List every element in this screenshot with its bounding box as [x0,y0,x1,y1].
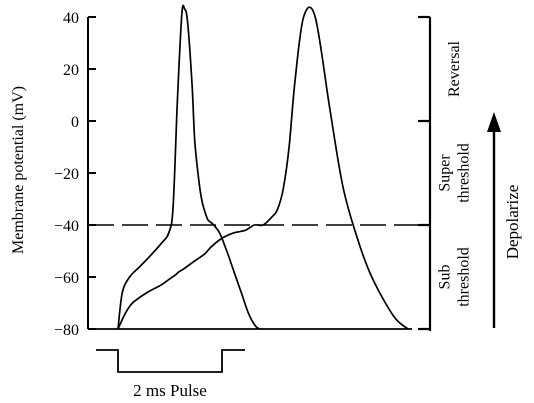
y-tick-label: 40 [63,10,79,27]
stimulus-pulse [96,350,245,372]
stimulus-pulse-group [96,350,245,372]
depolarize-arrow-head [487,112,501,132]
series-group [118,6,408,329]
y-tick-label: −40 [54,218,79,235]
right-scale-label: threshold [456,247,473,307]
right-scale-label: Super [437,154,454,192]
y-tick-label: −60 [54,270,79,287]
stimulus-label: 2 ms Pulse [133,381,207,400]
y-tick-label: 0 [71,114,79,131]
depolarize-label: Depolarize [503,185,522,260]
y-tick-label: −80 [54,322,79,339]
y-axis-label: Membrane potential (mV) [10,86,27,254]
y-axis: 40 20 0 −20 −40 −60 −80 [54,10,412,339]
y-tick-label: 20 [63,62,79,79]
right-scale-label: Sub [437,265,454,290]
y-tick-label: −20 [54,166,79,183]
series-line-2 [118,7,408,329]
right-scale-label: Reversal [446,40,463,97]
series-line-1 [118,6,260,329]
right-scale-label: threshold [456,143,473,203]
